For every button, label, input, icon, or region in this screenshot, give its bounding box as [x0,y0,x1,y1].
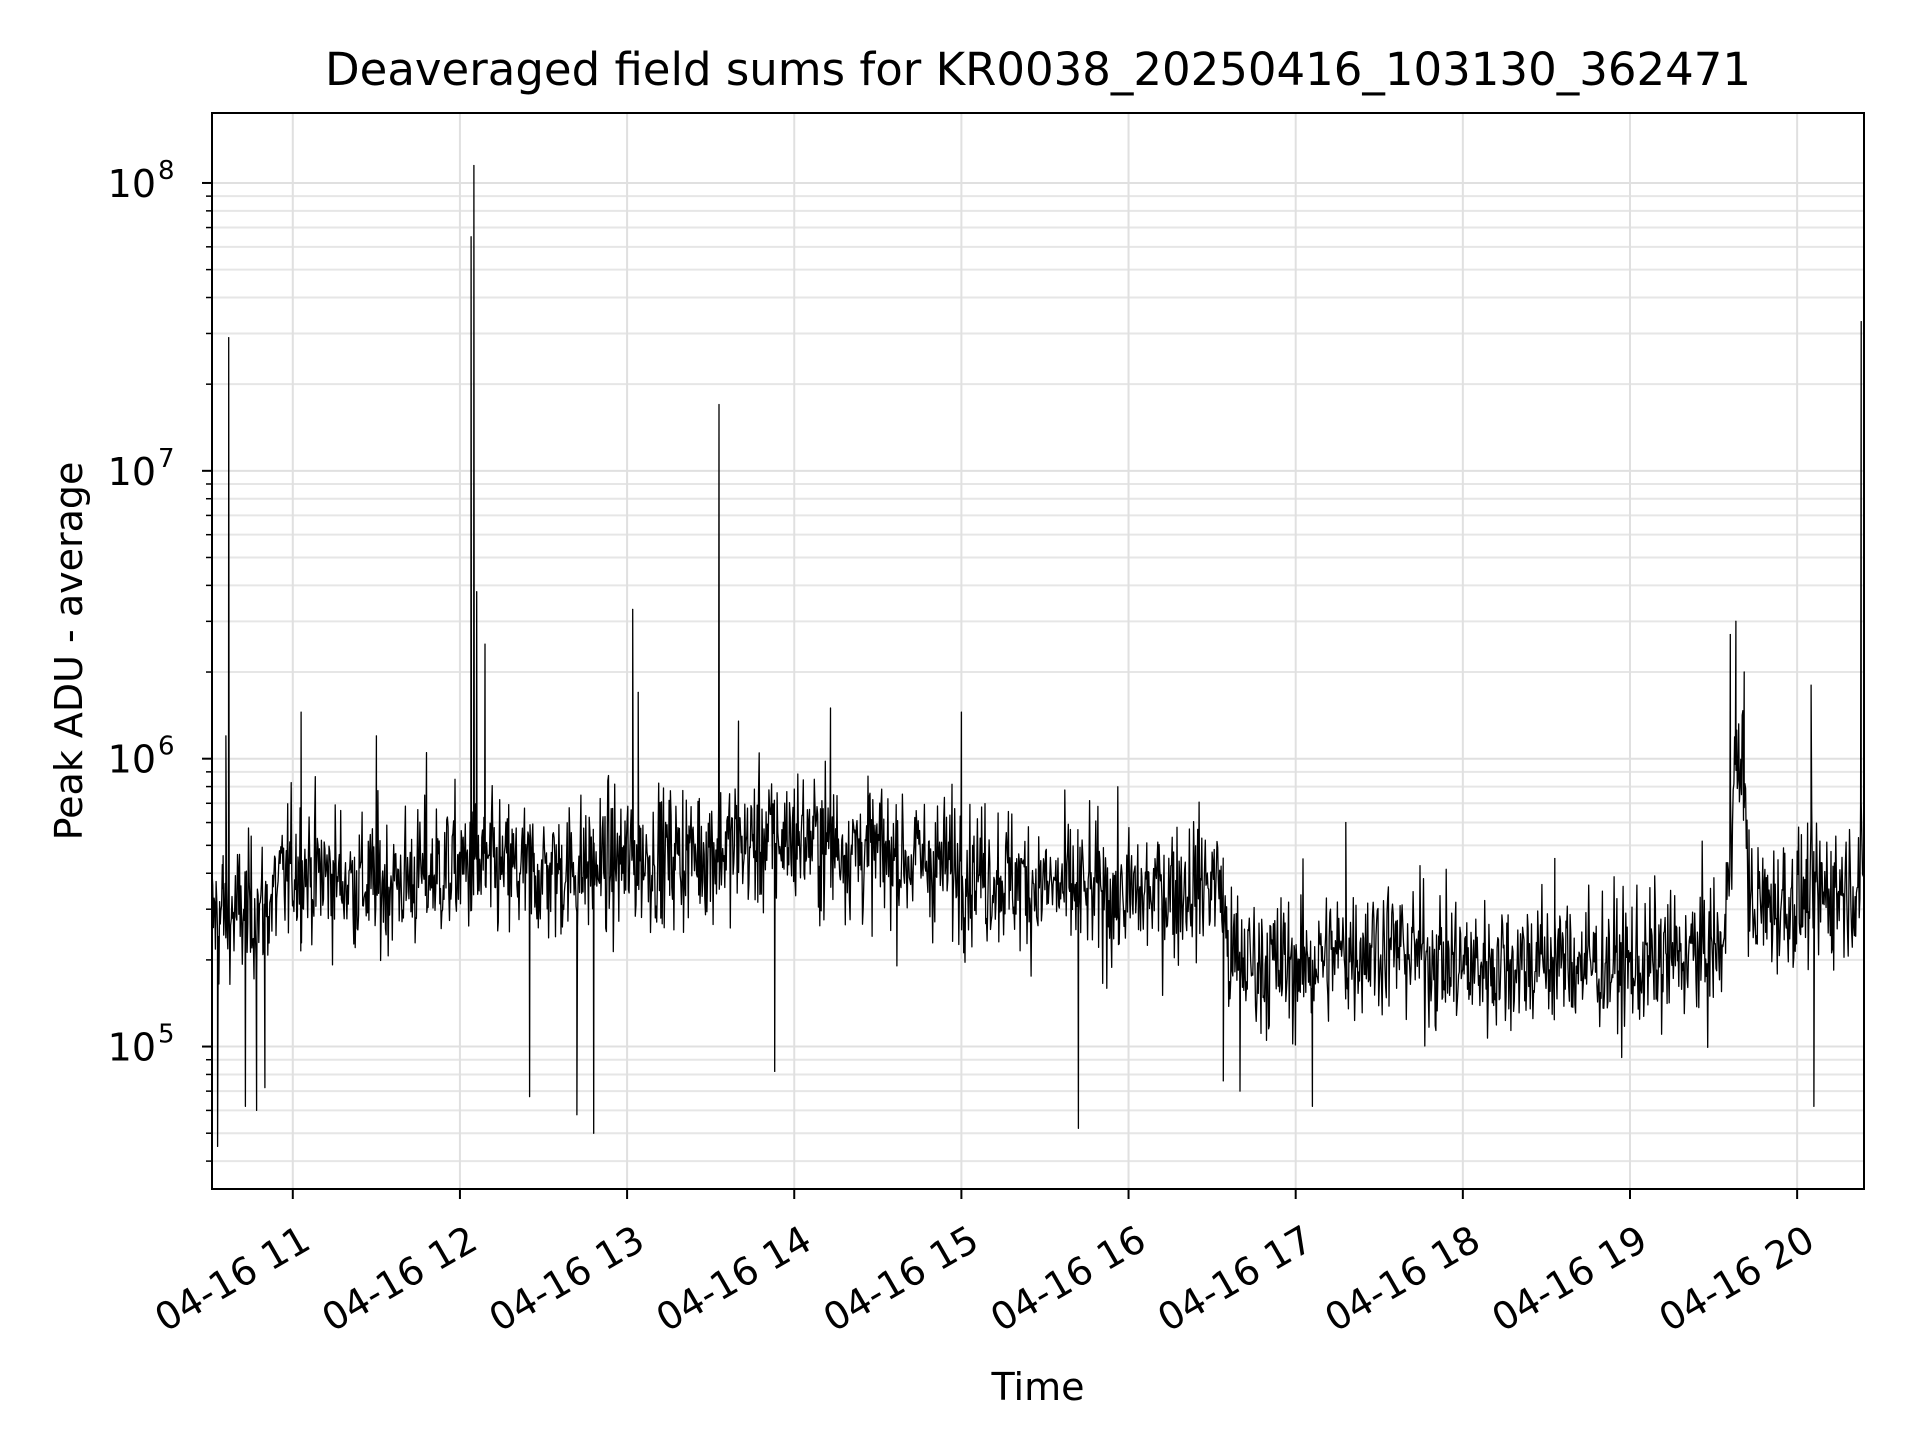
spike-point [300,711,302,713]
spike-point [637,691,639,693]
spike-point [1860,321,1862,323]
spike-point [1735,620,1737,622]
spike-point [738,720,740,722]
spike-point [1729,634,1731,636]
spike-point [632,608,634,610]
y-tick-label: 10 [108,450,156,494]
spike-point [228,337,230,339]
y-tick-exponent: 5 [158,1020,175,1050]
spike-point [1813,1105,1815,1107]
spike-point [426,752,428,754]
y-tick-exponent: 7 [158,444,175,474]
spike-point [1311,1105,1313,1107]
major-gridlines [212,113,1864,1189]
y-tick-label: 10 [108,162,156,206]
y-tick-label: 10 [108,738,156,782]
spike-point [222,855,224,857]
spike-point [1554,858,1556,860]
spike-point [829,707,831,709]
spike-point [375,735,377,737]
spike-point [264,1087,266,1089]
spike-point [529,1096,531,1098]
spike-point [960,711,962,713]
y-axis-title: Peak ADU - average [47,462,91,841]
spike-point [1345,822,1347,824]
plot-frame [211,112,1865,1190]
chart-title: Deaveraged field sums for KR0038_2025041… [325,43,1751,96]
spike-point [225,735,227,737]
spike-point [256,1109,258,1111]
spike-point [576,1114,578,1116]
y-tick-exponent: 8 [158,156,175,186]
series-line [211,164,1865,1148]
axis-ticks [202,181,1799,1199]
spike-point [1239,1090,1241,1092]
spike-point [484,643,486,645]
spike-point [1810,684,1812,686]
spike-point [473,164,475,166]
spike-point [1222,1080,1224,1082]
y-tick-exponent: 6 [158,732,175,762]
spike-point [774,1070,776,1072]
y-tick-label: 10 [108,1026,156,1070]
x-axis-title: Time [991,1365,1085,1409]
spike-point [217,1145,219,1147]
spike-point [1743,671,1745,673]
spike-point [718,403,720,405]
spike-point [593,1132,595,1134]
series-group [211,164,1865,1148]
spike-point [244,1105,246,1107]
spike-point [1077,1127,1079,1129]
spike-point [476,591,478,593]
spike-point [470,236,472,238]
